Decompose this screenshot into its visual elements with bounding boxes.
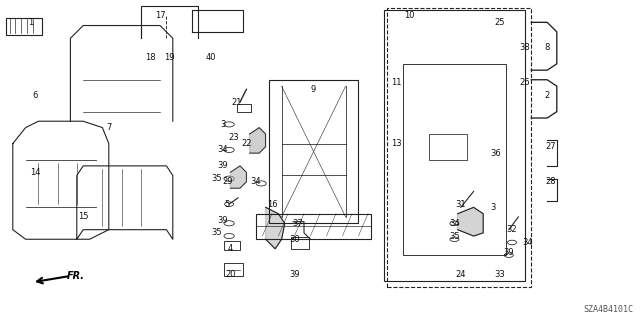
Text: 7: 7 — [106, 123, 111, 132]
Bar — [291, 237, 309, 249]
Text: 3: 3 — [490, 203, 495, 212]
Text: 15: 15 — [78, 212, 88, 221]
Text: 23: 23 — [228, 133, 239, 142]
Polygon shape — [266, 207, 285, 249]
Text: 16: 16 — [267, 200, 277, 209]
Text: 34: 34 — [449, 219, 460, 228]
Text: 34: 34 — [523, 238, 533, 247]
Text: 1: 1 — [28, 18, 33, 27]
Text: 38: 38 — [520, 43, 530, 52]
Text: 34: 34 — [251, 177, 261, 186]
Text: 39: 39 — [289, 270, 300, 279]
Polygon shape — [458, 207, 483, 236]
Bar — [224, 263, 243, 276]
Text: 8: 8 — [545, 43, 550, 52]
Text: 31: 31 — [456, 200, 466, 209]
Text: 39: 39 — [504, 248, 514, 256]
Bar — [237, 104, 251, 112]
Polygon shape — [250, 128, 266, 153]
Bar — [6, 18, 42, 35]
Text: 10: 10 — [404, 11, 415, 20]
Bar — [224, 241, 240, 250]
Bar — [387, 8, 531, 287]
Text: 40: 40 — [206, 53, 216, 62]
Text: 37: 37 — [292, 219, 303, 228]
Text: 35: 35 — [211, 228, 221, 237]
Text: 14: 14 — [30, 168, 40, 177]
Text: 19: 19 — [164, 53, 175, 62]
Text: 35: 35 — [449, 232, 460, 241]
Text: 28: 28 — [545, 177, 556, 186]
Text: 13: 13 — [392, 139, 402, 148]
Text: 11: 11 — [392, 78, 402, 87]
Text: SZA4B4101C: SZA4B4101C — [584, 305, 634, 314]
Text: 27: 27 — [545, 142, 556, 151]
Text: 30: 30 — [289, 235, 300, 244]
Text: 4: 4 — [228, 244, 233, 253]
Text: 9: 9 — [311, 85, 316, 94]
Text: 21: 21 — [232, 98, 242, 107]
Text: 2: 2 — [545, 91, 550, 100]
Bar — [429, 134, 467, 160]
Text: 39: 39 — [218, 161, 228, 170]
Text: 39: 39 — [218, 216, 228, 225]
Text: FR.: FR. — [67, 271, 85, 281]
Text: 32: 32 — [507, 225, 517, 234]
Text: 24: 24 — [456, 270, 466, 279]
Text: 17: 17 — [155, 11, 165, 20]
Text: 36: 36 — [491, 149, 501, 158]
Text: 5: 5 — [225, 200, 230, 209]
Bar — [384, 10, 525, 281]
Polygon shape — [230, 166, 246, 188]
Text: 18: 18 — [145, 53, 156, 62]
Text: 20: 20 — [225, 270, 236, 279]
Bar — [256, 214, 371, 239]
Text: 29: 29 — [222, 177, 232, 186]
Text: 3: 3 — [220, 120, 225, 129]
Text: 33: 33 — [494, 270, 504, 279]
Text: 35: 35 — [211, 174, 221, 183]
Text: 25: 25 — [494, 18, 504, 27]
Text: 22: 22 — [241, 139, 252, 148]
Text: 6: 6 — [33, 91, 38, 100]
Text: 26: 26 — [520, 78, 530, 87]
Bar — [403, 64, 506, 255]
Bar — [269, 80, 358, 223]
Text: 34: 34 — [218, 145, 228, 154]
